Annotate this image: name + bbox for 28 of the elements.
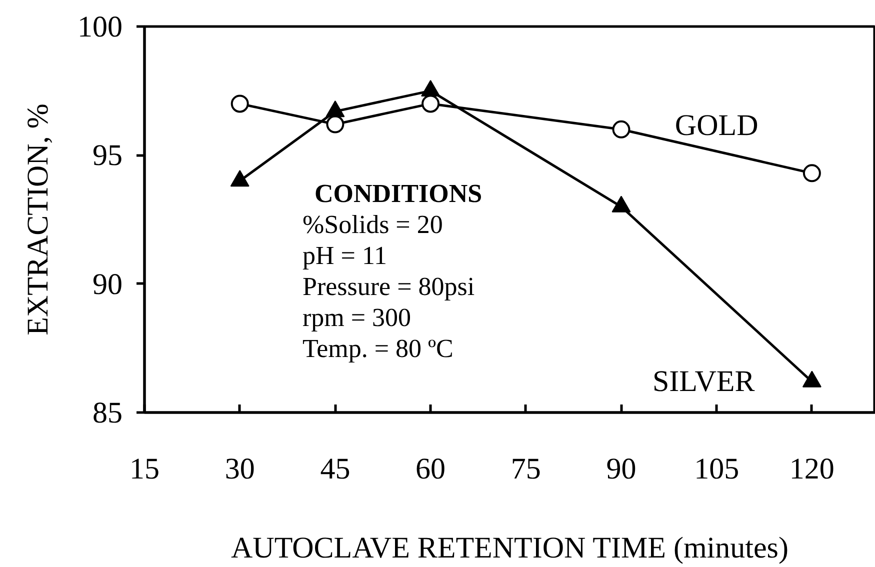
y-tick-label: 95 <box>92 139 122 172</box>
point <box>612 120 630 138</box>
annotation: pH = 11 <box>302 241 387 270</box>
annotation: Pressure = 80psi <box>302 272 475 301</box>
x-tick-label: 120 <box>789 452 834 486</box>
annotation: %Solids = 20 <box>302 210 443 239</box>
x-axis-title: AUTOCLAVE RETENTION TIME (minutes) <box>231 532 788 564</box>
point <box>422 94 440 113</box>
y-tick-label: 85 <box>92 396 122 430</box>
annotation: Temp. = 80 ºC <box>302 334 454 363</box>
x-tick-label: 105 <box>694 452 740 486</box>
x-tick-label: 30 <box>224 452 255 486</box>
x-tick-label: 15 <box>130 452 160 486</box>
annotation: rpm = 300 <box>302 303 412 332</box>
series-label: SILVER <box>652 365 755 398</box>
y-tick-label: 90 <box>92 268 122 301</box>
point <box>802 370 822 388</box>
point <box>230 94 249 113</box>
y-axis-title: EXTRACTION, % <box>22 104 54 336</box>
series-label: GOLD <box>674 109 758 142</box>
x-tick-label: 90 <box>606 452 636 486</box>
x-tick-label: 45 <box>320 452 350 486</box>
point <box>326 115 344 134</box>
x-tick-label: 60 <box>416 452 446 486</box>
annotation: CONDITIONS <box>314 179 482 208</box>
y-tick-label: 100 <box>78 10 122 44</box>
point <box>802 164 821 182</box>
x-tick-label: 75 <box>510 452 541 486</box>
